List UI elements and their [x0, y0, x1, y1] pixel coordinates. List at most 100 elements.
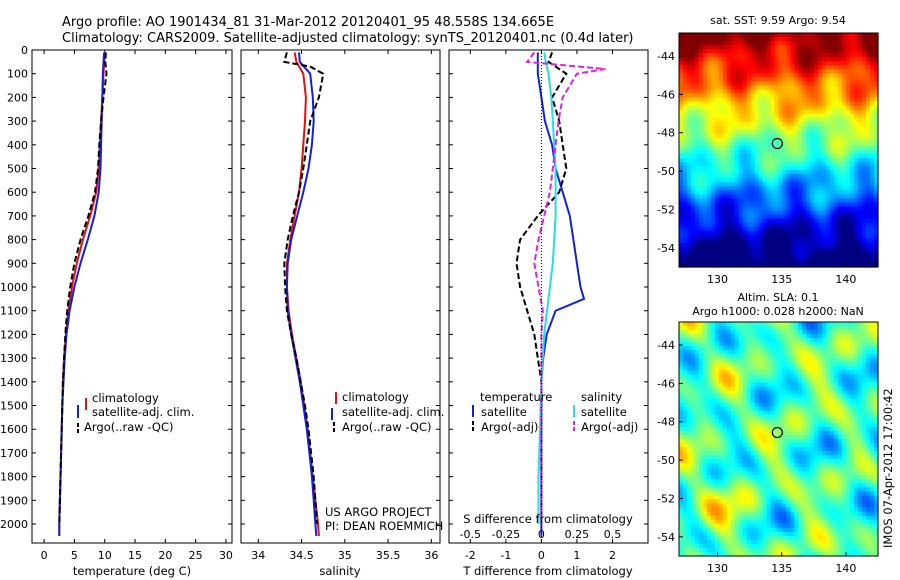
map-cell	[710, 137, 716, 143]
map-cell	[806, 137, 811, 143]
map-cell	[770, 439, 776, 444]
map-cell	[754, 350, 760, 355]
map-cell	[854, 190, 859, 195]
map-cell	[774, 194, 780, 200]
map-cell	[679, 105, 684, 111]
map-cell	[690, 226, 696, 232]
map-cell	[790, 334, 796, 339]
map-cell	[702, 141, 708, 147]
map-cell	[830, 117, 835, 123]
map-cell	[770, 154, 776, 159]
map-cell	[850, 125, 855, 131]
map-cell	[782, 443, 788, 448]
map-cell	[870, 101, 875, 107]
map-cell	[750, 430, 756, 436]
map-cell	[798, 382, 803, 388]
map-cell	[766, 41, 772, 46]
map-cell	[818, 366, 823, 372]
map-cell	[870, 338, 875, 343]
map-cell	[850, 386, 855, 392]
map-cell	[754, 154, 760, 159]
map-cell	[686, 406, 692, 412]
map-cell	[874, 186, 879, 191]
map-cell	[762, 210, 768, 216]
map-cell	[746, 41, 752, 46]
map-cell	[738, 170, 744, 175]
map-cell	[706, 101, 712, 107]
map-cell	[830, 326, 835, 331]
map-cell	[679, 370, 684, 376]
map-cell	[866, 186, 871, 191]
map-cell	[858, 150, 863, 155]
map-cell	[870, 133, 875, 139]
map-cell	[862, 129, 867, 135]
map-cell	[718, 97, 724, 103]
map-cell	[802, 362, 807, 367]
map-cell	[834, 354, 839, 359]
map-cell	[774, 346, 780, 351]
map-cell	[738, 467, 744, 472]
map-cell	[870, 439, 875, 444]
map-cell	[814, 178, 819, 183]
map-cell	[679, 45, 684, 50]
map-cell	[858, 382, 863, 388]
map-cell	[726, 41, 732, 46]
map-cell	[794, 81, 799, 87]
map-cell	[758, 45, 764, 50]
map-cell	[822, 57, 827, 62]
map-cell	[874, 422, 879, 428]
map-cell	[718, 463, 724, 468]
map-cell	[774, 426, 780, 432]
map-cell	[742, 250, 748, 256]
map-cell	[810, 198, 815, 204]
map-cell	[866, 238, 871, 244]
map-cell	[734, 358, 740, 363]
map-cell	[862, 346, 867, 351]
map-cell	[702, 354, 708, 359]
map-cell	[810, 45, 815, 50]
map-cell	[742, 410, 748, 416]
map-cell	[822, 145, 827, 151]
map-cell	[834, 334, 839, 339]
map-cell	[698, 81, 704, 87]
map-cell	[818, 258, 823, 264]
map-cell	[679, 342, 684, 347]
map-cell	[766, 394, 772, 400]
map-cell	[706, 330, 712, 335]
map-cell	[854, 410, 859, 416]
map-cell	[770, 125, 776, 131]
map-cell	[778, 150, 784, 155]
map-cell	[770, 206, 776, 212]
series-line-satellite	[536, 52, 586, 536]
map-cell	[810, 178, 815, 183]
map-cell	[762, 434, 768, 440]
map-cell	[742, 430, 748, 436]
map-cell	[766, 422, 772, 428]
map-cell	[698, 141, 704, 147]
map-cell	[850, 65, 855, 70]
map-cell	[822, 85, 827, 91]
map-cell	[734, 230, 740, 236]
map-cell	[798, 162, 803, 167]
map-cell	[738, 402, 744, 408]
map-cell	[862, 467, 867, 472]
map-cell	[726, 190, 732, 195]
map-cell	[814, 426, 819, 432]
map-cell	[814, 33, 819, 38]
map-cell	[810, 61, 815, 66]
map-cell	[866, 386, 871, 392]
map-cell	[746, 137, 752, 143]
map-cell	[850, 182, 855, 187]
map-cell	[686, 238, 692, 244]
map-cell	[690, 246, 696, 252]
map-cell	[862, 258, 867, 264]
map-cell	[858, 358, 863, 363]
map-cell	[798, 354, 803, 359]
map-cell	[826, 430, 831, 436]
map-cell	[814, 162, 819, 167]
map-cell	[694, 382, 700, 388]
map-cell	[679, 459, 684, 464]
map-cell	[730, 41, 736, 46]
map-cell	[710, 330, 716, 335]
map-cell	[762, 133, 768, 139]
